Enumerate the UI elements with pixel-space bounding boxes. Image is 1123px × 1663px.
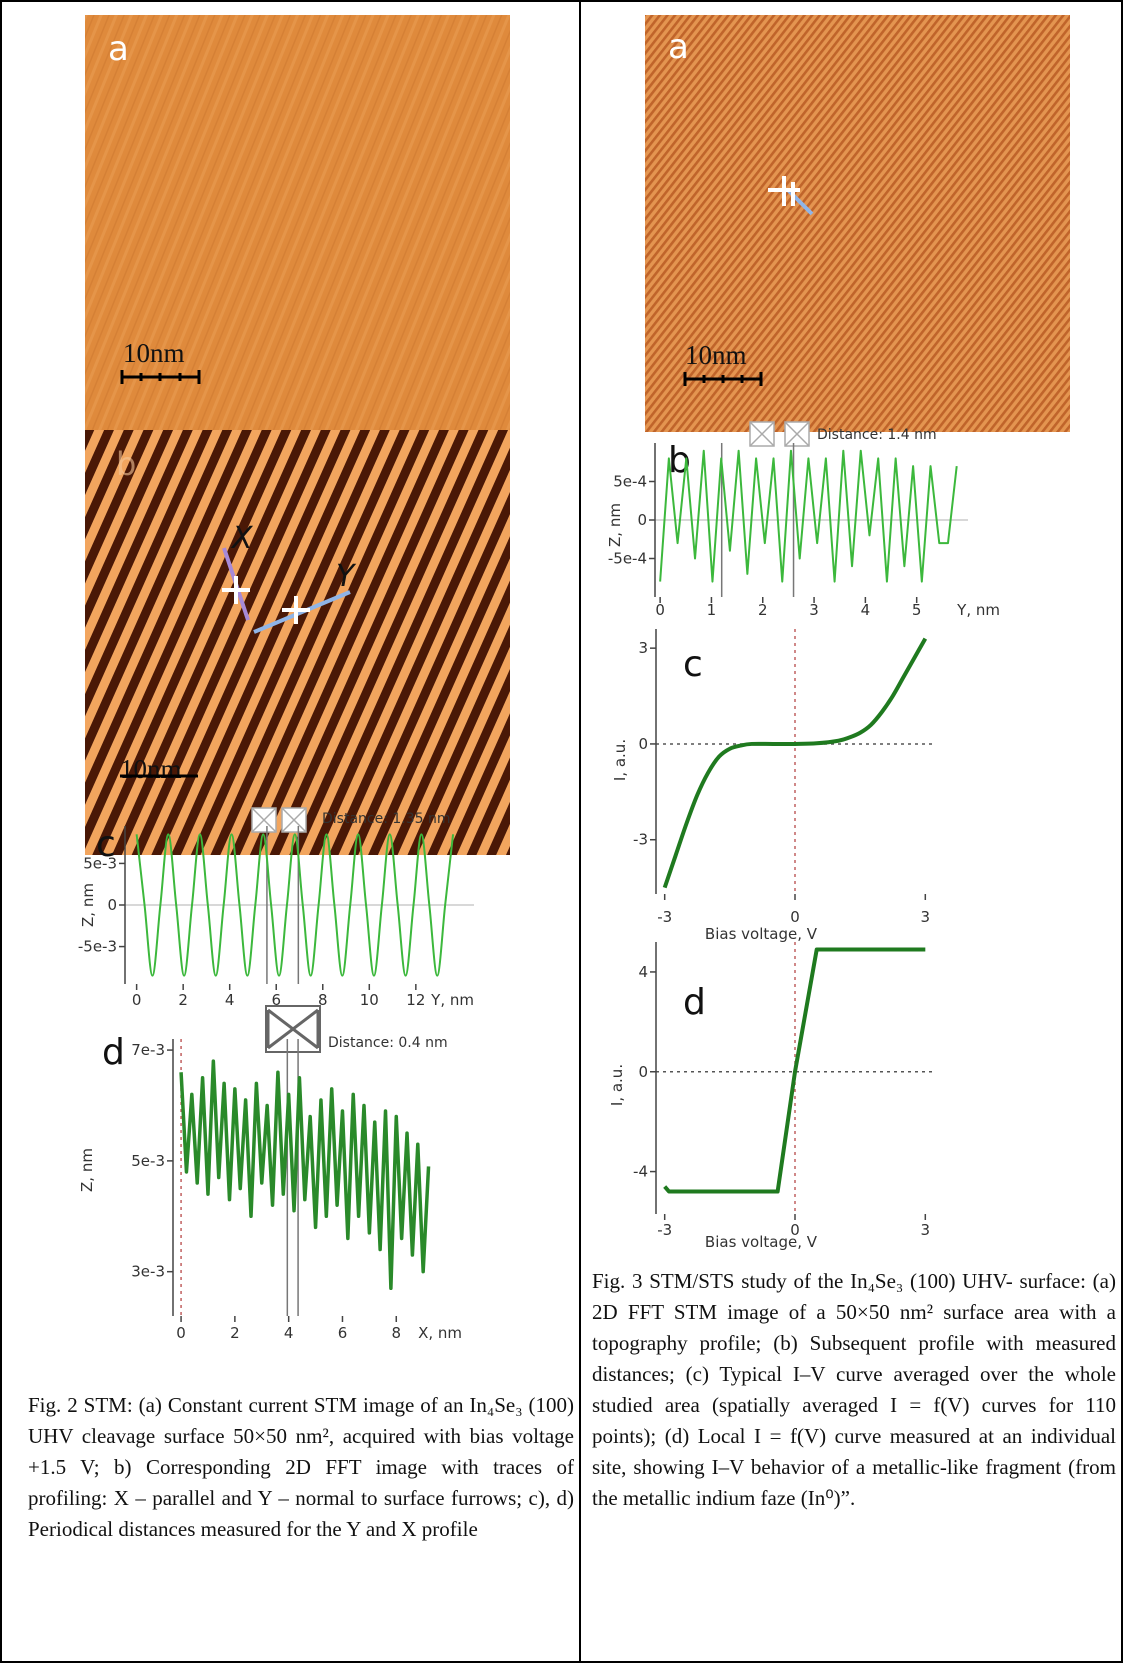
x-tick-label: 8 [318,991,328,1009]
x-tick-label: 4 [861,601,871,619]
x-axis-label: Bias voltage, V [705,1233,818,1251]
figure-caption: Fig. 2 STM: (a) Constant current STM ima… [28,1393,574,1541]
y-tick-label: 5e-3 [83,854,117,872]
stm-image [85,15,510,430]
panel-label: a [668,27,689,67]
x-tick-label: 0 [790,1221,800,1239]
panel-label: b [116,445,136,483]
cursor-cross [222,576,310,624]
y-tick-label: -3 [633,831,648,849]
y-tick-label: 0 [638,1063,648,1081]
x-tick-label: -3 [657,1221,672,1239]
fft-image [645,15,1070,432]
annotation: Distance: 1.35 nm [322,811,451,827]
data-line [179,1059,431,1291]
x-tick-label: 6 [338,1324,348,1342]
data-line [135,833,455,977]
data-line [663,947,926,1194]
y-tick-label: 5e-3 [131,1152,165,1170]
x-tick-label: 10 [360,991,379,1009]
cursor-cross [768,176,800,206]
figure-caption: Fig. 3 STM/STS study of the In₄Se₃ (100)… [592,1269,1116,1510]
panel-label: c [683,644,703,685]
x-tick-label: 2 [178,991,188,1009]
data-line [662,637,928,889]
y-tick-label: -4 [633,1163,648,1181]
x-axis-label: Y, nm [430,991,474,1009]
y-tick-label: 0 [107,896,117,914]
scale-bar [683,372,763,386]
scale-bar [120,370,201,384]
y-tick-label: 3e-3 [131,1263,165,1281]
x-tick-label: 3 [809,601,819,619]
x-tick-label: 4 [225,991,235,1009]
x-tick-label: 0 [132,991,142,1009]
panel-label: c [96,824,116,865]
x-tick-label: -3 [657,908,672,926]
y-tick-label: 4 [638,963,648,981]
x-tick-label: 3 [921,908,931,926]
annotation: Distance: 0.4 nm [328,1035,448,1051]
x-tick-label: 2 [230,1324,240,1342]
panel-label: d [102,1032,125,1073]
panel-label: a [108,29,129,69]
y-axis-label: Z, nm [606,503,624,547]
x-tick-label: 6 [271,991,281,1009]
x-axis-label: X, nm [418,1324,462,1342]
trace-label: X [230,521,254,556]
trace-label: Y [336,559,357,594]
y-tick-label: -5e-3 [78,938,117,956]
scale-label: 10nm [120,754,182,784]
y-tick-label: 3 [638,639,648,657]
x-tick-label: 3 [921,1221,931,1239]
y-axis-label: Z, nm [78,1148,96,1192]
x-tick-label: 12 [406,991,425,1009]
x-tick-label: 2 [758,601,768,619]
x-tick-label: 8 [391,1324,401,1342]
data-line [659,449,958,583]
y-axis-label: I, a.u. [608,1064,626,1106]
x-tick-label: 0 [790,908,800,926]
x-tick-label: 4 [284,1324,294,1342]
tool-icon [251,421,810,833]
y-tick-label: 7e-3 [131,1041,165,1059]
x-tick-label: 0 [655,601,665,619]
x-axis-label: Bias voltage, V [705,925,818,943]
y-tick-label: -5e-4 [608,550,647,568]
x-tick-label: 5 [912,601,922,619]
fft-image [85,430,510,855]
panel-label: d [683,982,706,1023]
x-tick-label: 0 [176,1324,186,1342]
y-axis-label: Z, nm [79,883,97,927]
scale-label: 10nm [685,340,747,370]
y-tick-label: 5e-4 [613,473,647,491]
annotation: Distance: 1.4 nm [817,427,937,443]
y-tick-label: 0 [637,511,647,529]
y-tick-label: 0 [638,735,648,753]
y-axis-label: I, a.u. [611,739,629,781]
tool-icon [265,1005,321,1053]
x-tick-label: 1 [707,601,717,619]
x-axis-label: Y, nm [956,601,1000,619]
scale-label: 10nm [123,338,185,368]
